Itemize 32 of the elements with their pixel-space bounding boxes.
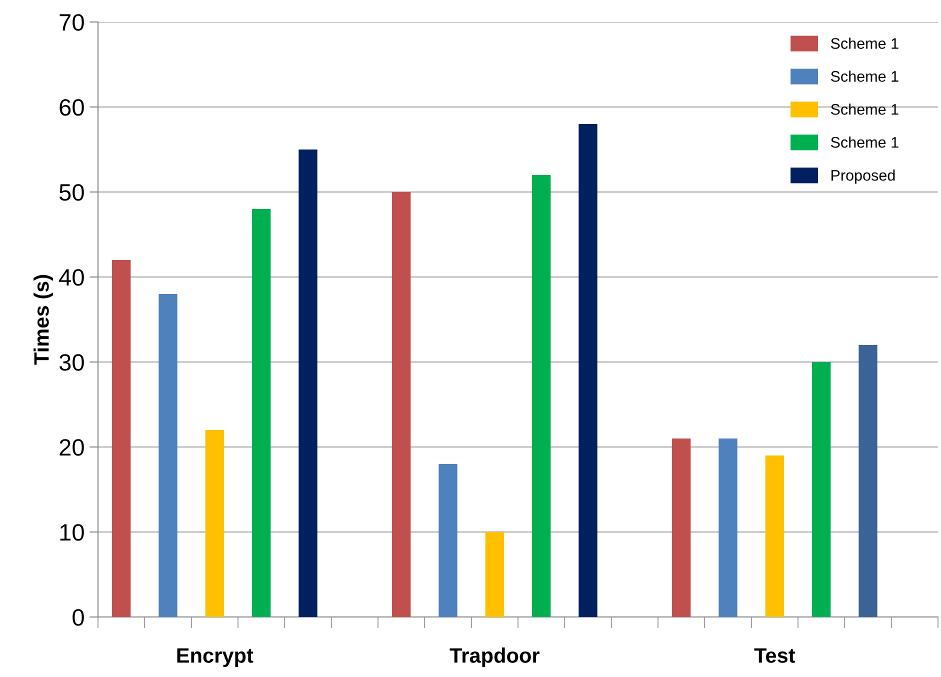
y-tick-label: 40 — [59, 269, 84, 286]
y-tick-label: 0 — [72, 609, 84, 626]
bar — [112, 260, 131, 617]
x-tick-label: Trapdoor — [450, 648, 540, 667]
legend-label: Proposed — [832, 170, 895, 184]
x-tick-label: Test — [754, 648, 796, 663]
bar — [765, 456, 784, 617]
y-tick-label: 50 — [59, 184, 84, 201]
legend-label: Scheme 1 — [830, 38, 898, 49]
bar — [158, 294, 178, 617]
bar — [672, 438, 691, 617]
bar — [485, 532, 504, 617]
x-tick-label: Encrypt — [177, 648, 254, 667]
bar — [252, 209, 271, 617]
y-tick-label: 20 — [60, 439, 84, 456]
bar — [718, 438, 738, 617]
bar — [532, 175, 551, 617]
bar — [298, 150, 318, 617]
y-axis-title: Times (s) — [34, 274, 53, 365]
legend-label: Scheme 1 — [830, 136, 898, 148]
y-tick-label: 70 — [60, 14, 84, 31]
y-tick-label: 60 — [60, 99, 84, 116]
bar — [858, 345, 878, 617]
legend-label: Scheme 1 — [830, 70, 898, 82]
bar — [578, 124, 598, 617]
y-tick-label: 30 — [59, 354, 84, 371]
bar — [438, 464, 458, 617]
bar — [812, 362, 831, 617]
bar — [392, 192, 411, 617]
y-tick-label: 10 — [60, 524, 84, 541]
bar — [205, 430, 224, 617]
legend-label: Scheme 1 — [830, 104, 898, 115]
